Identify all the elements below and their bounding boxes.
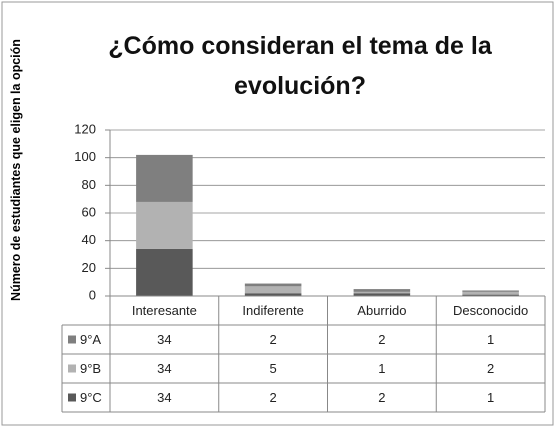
y-tick-label: 40 [82, 232, 96, 247]
table-value: 34 [157, 390, 171, 405]
y-tick-label: 0 [89, 287, 96, 302]
x-tick-label: Aburrido [357, 303, 406, 318]
legend-swatch [68, 393, 76, 402]
bar-segment [136, 154, 193, 202]
bar-segment [244, 286, 302, 294]
chart-title: ¿Cómo consideran el tema de la evolución… [108, 32, 492, 100]
table-value: 2 [270, 332, 277, 347]
y-tick-label: 60 [82, 204, 96, 219]
bar-segment [244, 293, 302, 296]
y-tick-label: 120 [74, 121, 96, 136]
bar-segment [353, 293, 411, 296]
table-value: 1 [487, 390, 494, 405]
table-value: 2 [487, 361, 494, 376]
table-value: 2 [378, 390, 385, 405]
legend-swatch [68, 335, 76, 344]
y-tick-label: 20 [82, 260, 96, 275]
table-value: 34 [157, 332, 171, 347]
bar-segment [462, 291, 519, 295]
legend-swatch [68, 364, 76, 373]
x-tick-label: Interesante [132, 303, 197, 318]
legend-label: 9°A [80, 332, 101, 347]
bar-segment [136, 248, 193, 296]
bar-segment [462, 294, 519, 296]
y-tick-label: 80 [82, 177, 96, 192]
table-value: 5 [270, 361, 277, 376]
table-value: 1 [487, 332, 494, 347]
table-value: 2 [270, 390, 277, 405]
bar-segment [353, 289, 411, 292]
legend-label: 9°C [80, 390, 102, 405]
table-value: 1 [378, 361, 385, 376]
bar-segment [462, 290, 519, 292]
legend-label: 9°B [80, 361, 101, 376]
bar-segment [353, 291, 411, 294]
table-value: 2 [378, 332, 385, 347]
y-tick-label: 100 [74, 149, 96, 164]
y-axis-label: Número de estudiantes que eligen la opci… [9, 39, 23, 301]
bar-segment [244, 283, 302, 287]
x-tick-label: Indiferente [242, 303, 303, 318]
table-value: 34 [157, 361, 171, 376]
bar-segment [136, 201, 193, 249]
x-tick-label: Desconocido [453, 303, 528, 318]
